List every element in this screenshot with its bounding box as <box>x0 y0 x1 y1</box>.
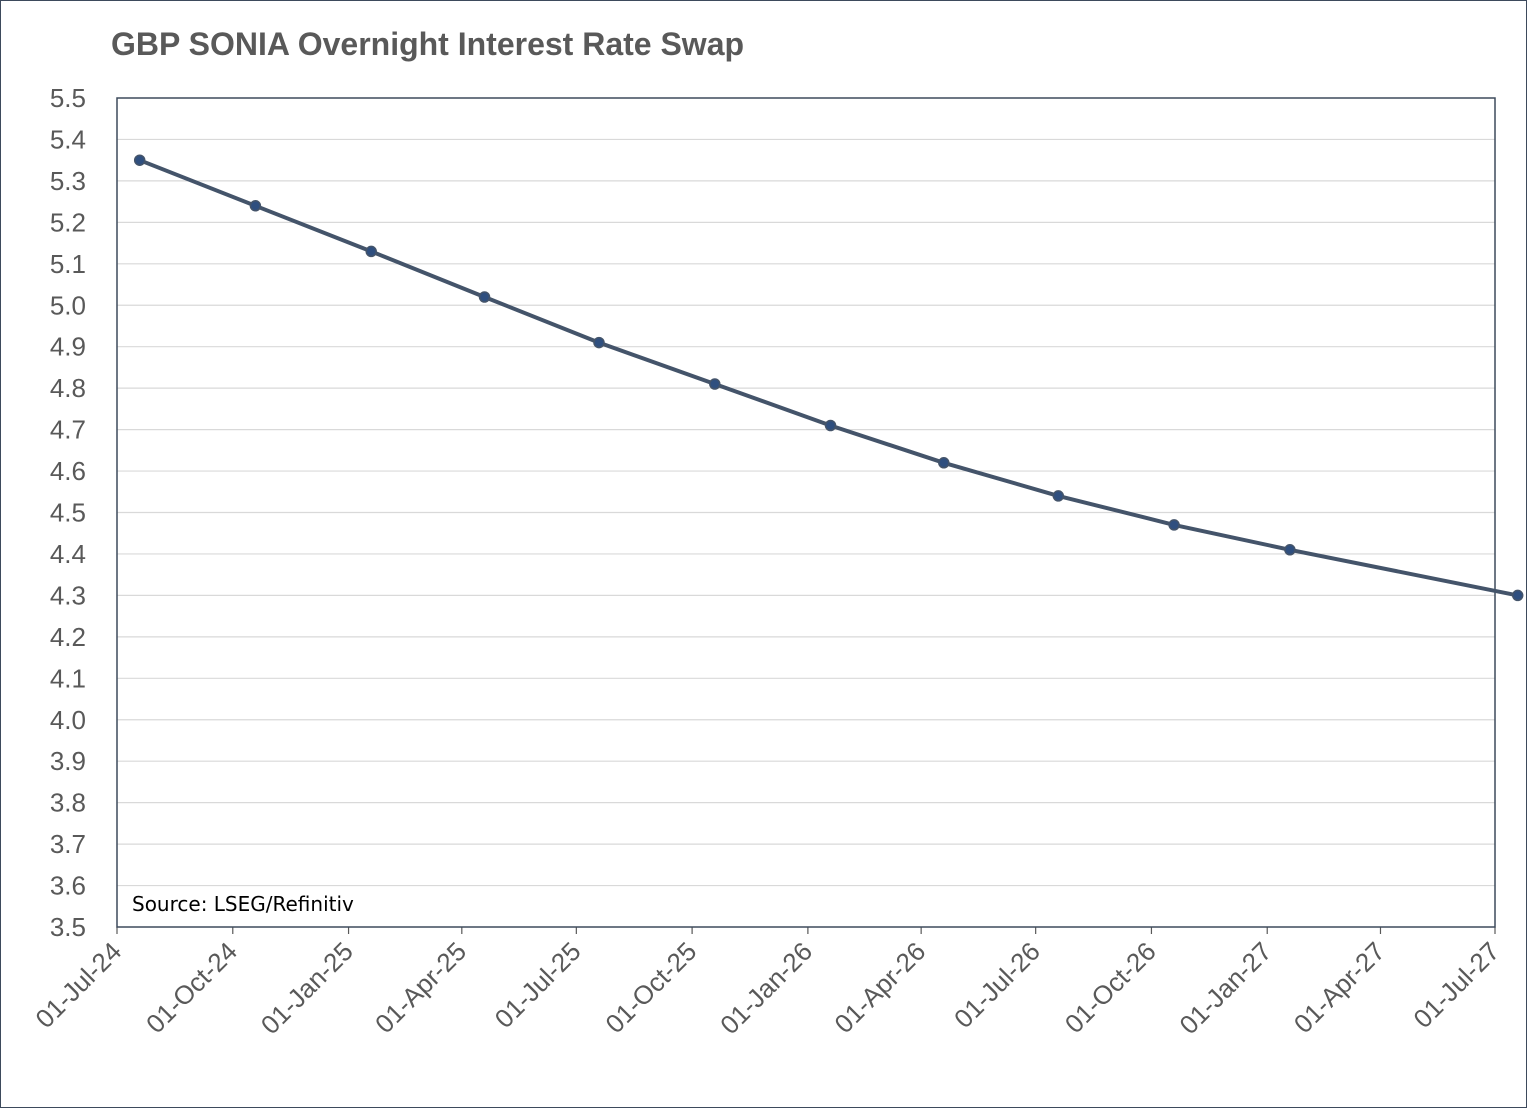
plot-area-border <box>116 97 1496 928</box>
y-tick-label: 4.5 <box>50 498 86 528</box>
y-tick-label: 3.9 <box>50 746 86 776</box>
x-tick-label: 01-Oct-25 <box>599 936 702 1039</box>
x-tick-label: 01-Jan-26 <box>714 936 818 1040</box>
y-tick-label: 4.4 <box>50 539 86 569</box>
y-tick-label: 3.7 <box>50 829 86 859</box>
y-tick-label: 4.9 <box>50 332 86 362</box>
x-tick-label: 01-Jan-27 <box>1173 936 1277 1040</box>
x-tick-label: 01-Apr-27 <box>1288 936 1391 1039</box>
data-point <box>478 291 491 303</box>
data-point <box>1511 589 1524 602</box>
data-point <box>133 154 146 166</box>
y-tick-label: 3.8 <box>50 788 86 818</box>
data-point <box>824 419 837 432</box>
x-tick-label: 01-Jul-24 <box>29 936 127 1034</box>
y-tick-label: 3.5 <box>50 912 86 942</box>
y-tick-label: 4.0 <box>50 705 86 735</box>
y-tick-label: 5.3 <box>50 166 86 196</box>
data-point <box>1052 490 1065 502</box>
y-tick-label: 3.6 <box>50 871 86 901</box>
y-tick-label: 5.0 <box>50 290 86 320</box>
y-tick-label: 5.2 <box>50 207 86 237</box>
y-tick-label: 4.6 <box>50 456 86 486</box>
source-annotation: Source: LSEG/Refinitiv <box>132 892 354 916</box>
y-tick-label: 5.4 <box>50 124 86 154</box>
x-axis: 01-Jul-24 01-Oct-24 01-Jan-25 01-Apr-25 01-J… <box>29 927 1505 1040</box>
y-tick-label: 4.8 <box>50 373 86 403</box>
data-point <box>593 336 605 349</box>
y-tick-label: 4.7 <box>50 415 86 445</box>
y-axis-ticks: 3.5 3.6 3.7 3.8 3.9 4.0 4.1 4.2 4.3 4.4 4.5 4.6 4.7 4… <box>50 83 86 942</box>
x-tick-label: 01-Jul-26 <box>948 936 1046 1034</box>
data-point <box>709 378 721 390</box>
x-tick-label: 01-Apr-26 <box>828 936 931 1039</box>
y-tick-label: 4.2 <box>50 622 86 652</box>
x-tick-label: 01-Jan-25 <box>255 936 359 1040</box>
x-tick-label: 01-Oct-24 <box>140 936 243 1039</box>
data-point <box>938 457 950 469</box>
y-tick-label: 4.3 <box>50 580 86 610</box>
x-tick-label: 01-Jul-27 <box>1407 936 1505 1034</box>
data-point <box>1284 544 1296 556</box>
gridlines <box>117 138 1495 887</box>
x-tick-label: 01-Oct-26 <box>1059 936 1162 1039</box>
x-tick-label: 01-Apr-25 <box>369 936 472 1039</box>
y-tick-label: 5.1 <box>50 249 86 279</box>
y-tick-label: 4.1 <box>50 663 86 693</box>
x-tick-label: 01-Jul-25 <box>489 936 587 1034</box>
series-layer <box>133 154 1524 602</box>
data-point <box>1168 519 1180 531</box>
data-point <box>365 245 377 258</box>
series-line <box>138 158 1519 598</box>
chart-title: GBP SONIA Overnight Interest Rate Swap <box>111 26 745 62</box>
data-point <box>249 200 262 212</box>
y-tick-label: 5.5 <box>50 83 86 113</box>
